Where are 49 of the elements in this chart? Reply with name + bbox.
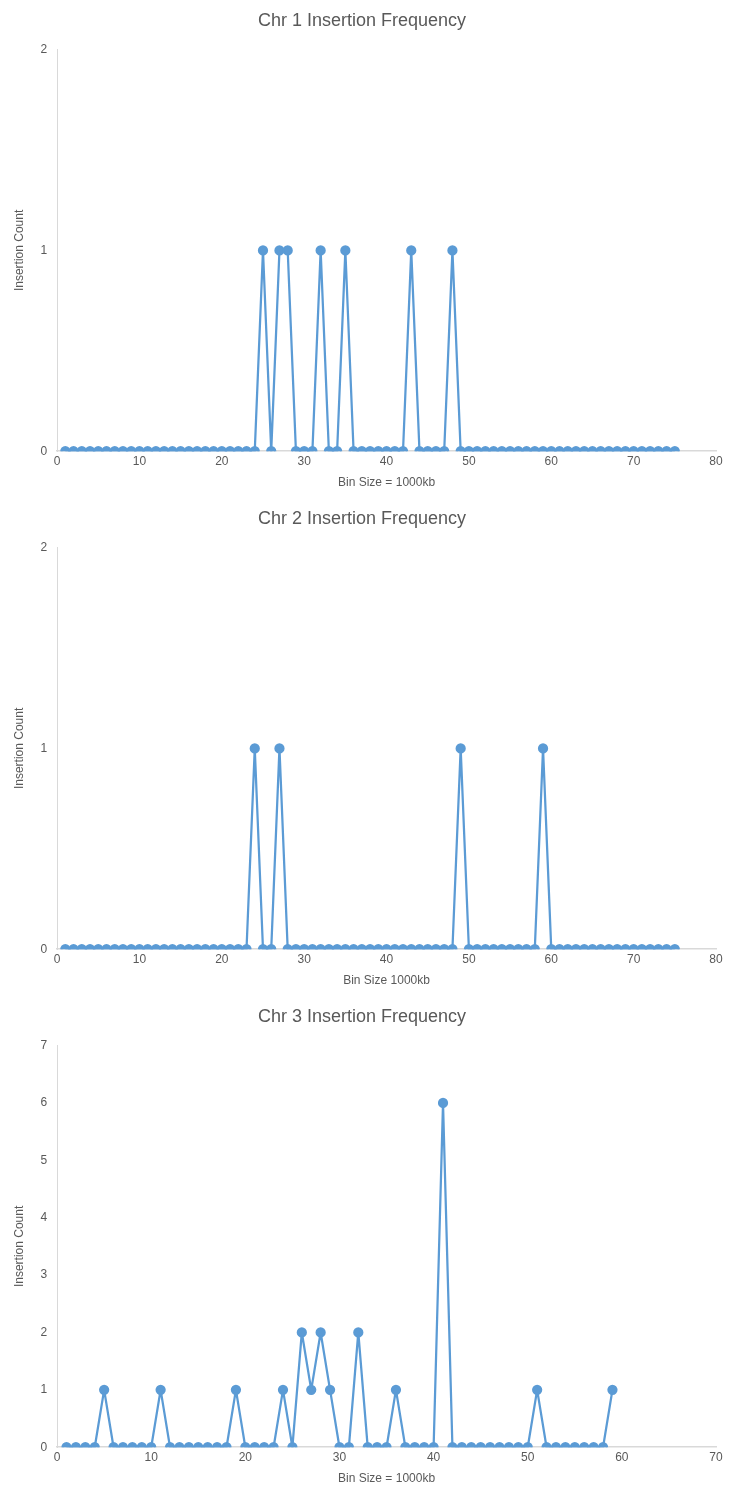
x-tick-label: 60 bbox=[615, 1449, 629, 1464]
y-tick-label: 0 bbox=[40, 443, 48, 458]
y-tick-label: 0 bbox=[40, 941, 48, 956]
y-tick-label: 6 bbox=[40, 1095, 48, 1110]
x-tick-label: 10 bbox=[132, 951, 147, 966]
x-tick-label: 70 bbox=[626, 951, 641, 966]
x-tick-label: 70 bbox=[709, 1449, 723, 1464]
y-tick-label: 3 bbox=[40, 1267, 48, 1282]
y-tick-label: 0 bbox=[40, 1439, 48, 1454]
x-tick-label: 20 bbox=[215, 453, 229, 468]
y-tick-label: 2 bbox=[40, 539, 48, 554]
x-tick-label: 40 bbox=[379, 951, 394, 966]
x-tick-label: 80 bbox=[709, 453, 723, 468]
x-tick-label: 40 bbox=[379, 453, 394, 468]
x-tick-label: 40 bbox=[426, 1449, 441, 1464]
y-tick-label: 5 bbox=[40, 1152, 48, 1167]
x-tick-label: 70 bbox=[626, 453, 641, 468]
x-tick-label: 80 bbox=[709, 951, 723, 966]
x-tick-label: 30 bbox=[297, 453, 312, 468]
y-axis-title: Insertion Count bbox=[11, 209, 26, 292]
chart-title: Chr 3 Insertion Frequency bbox=[257, 1005, 467, 1026]
x-tick-label: 50 bbox=[462, 951, 476, 966]
y-axis-title: Insertion Count bbox=[11, 1205, 26, 1288]
x-tick-label: 30 bbox=[297, 951, 312, 966]
x-tick-label: 30 bbox=[332, 1449, 347, 1464]
y-tick-label: 1 bbox=[40, 1382, 48, 1397]
chart-title: Chr 2 Insertion Frequency bbox=[257, 507, 467, 528]
x-tick-label: 50 bbox=[462, 453, 476, 468]
x-tick-label: 20 bbox=[238, 1449, 253, 1464]
y-tick-label: 2 bbox=[40, 1324, 48, 1339]
y-tick-label: 1 bbox=[40, 740, 48, 755]
chart-title: Chr 1 Insertion Frequency bbox=[257, 9, 467, 30]
x-tick-label: 0 bbox=[53, 951, 61, 966]
x-tick-label: 10 bbox=[144, 1449, 159, 1464]
y-tick-label: 7 bbox=[40, 1037, 48, 1052]
y-axis-title: Insertion Count bbox=[11, 707, 26, 790]
x-tick-label: 60 bbox=[544, 951, 559, 966]
x-axis-title: Bin Size = 1000kb bbox=[338, 475, 436, 490]
x-tick-label: 0 bbox=[53, 453, 61, 468]
x-tick-label: 20 bbox=[215, 951, 229, 966]
x-tick-label: 50 bbox=[521, 1449, 535, 1464]
x-tick-label: 10 bbox=[132, 453, 147, 468]
x-tick-label: 0 bbox=[53, 1449, 61, 1464]
x-axis-title: Bin Size 1000kb bbox=[343, 973, 431, 988]
y-tick-label: 2 bbox=[40, 41, 48, 56]
y-tick-label: 1 bbox=[40, 242, 48, 257]
x-tick-label: 60 bbox=[544, 453, 559, 468]
y-tick-label: 4 bbox=[40, 1210, 48, 1225]
x-axis-title: Bin Size = 1000kb bbox=[338, 1471, 436, 1486]
